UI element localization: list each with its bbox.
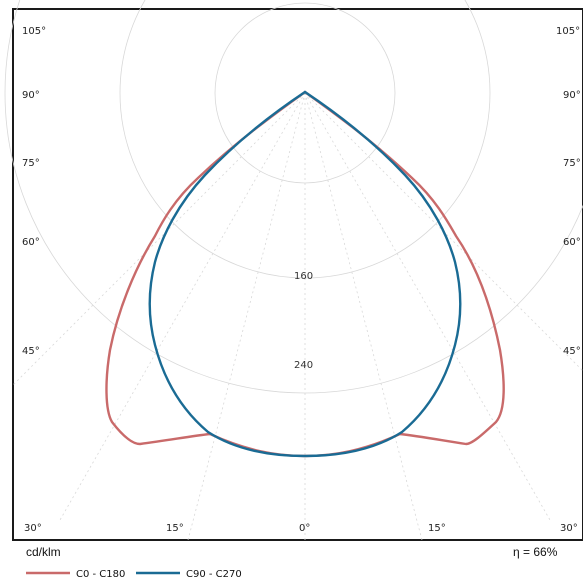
- left-tick-label-45: 45°: [22, 346, 40, 357]
- grid-spoke-15-left: [187, 92, 306, 541]
- grid-spoke-30-left: [59, 92, 306, 521]
- radial-tick-label-240: 240: [294, 360, 313, 371]
- legend: C0 - C180 C90 - C270: [26, 569, 242, 580]
- polar-grid: [4, 0, 583, 541]
- grid-spoke-45-left: [12, 92, 306, 386]
- right-tick-label-105: 105°: [556, 26, 580, 37]
- right-tick-label-60: 60°: [563, 237, 581, 248]
- right-tick-label-90: 90°: [563, 90, 581, 101]
- series-line-c90-c270: [148, 90, 462, 458]
- legend-label-c0-c180: C0 - C180: [76, 569, 125, 580]
- unit-label: cd/klm: [26, 545, 61, 559]
- left-tick-label-75: 75°: [22, 158, 40, 169]
- bottom-tick-label-15-left: 15°: [166, 523, 184, 534]
- right-tick-label-75: 75°: [563, 158, 581, 169]
- grid-spoke-30-right: [304, 92, 551, 521]
- bottom-tick-label-0: 0°: [299, 523, 310, 534]
- efficiency-label: η = 66%: [513, 545, 558, 559]
- bottom-tick-label-30-left: 30°: [24, 523, 42, 534]
- left-tick-label-60: 60°: [22, 237, 40, 248]
- radial-tick-label-160: 160: [294, 271, 313, 282]
- left-tick-label-90: 90°: [22, 90, 40, 101]
- legend-label-c90-c270: C90 - C270: [186, 569, 242, 580]
- left-tick-label-105: 105°: [22, 26, 46, 37]
- bottom-tick-label-15-right: 15°: [428, 523, 446, 534]
- bottom-tick-label-30-right: 30°: [560, 523, 578, 534]
- right-tick-label-45: 45°: [563, 346, 581, 357]
- grid-spoke-15-right: [304, 92, 423, 541]
